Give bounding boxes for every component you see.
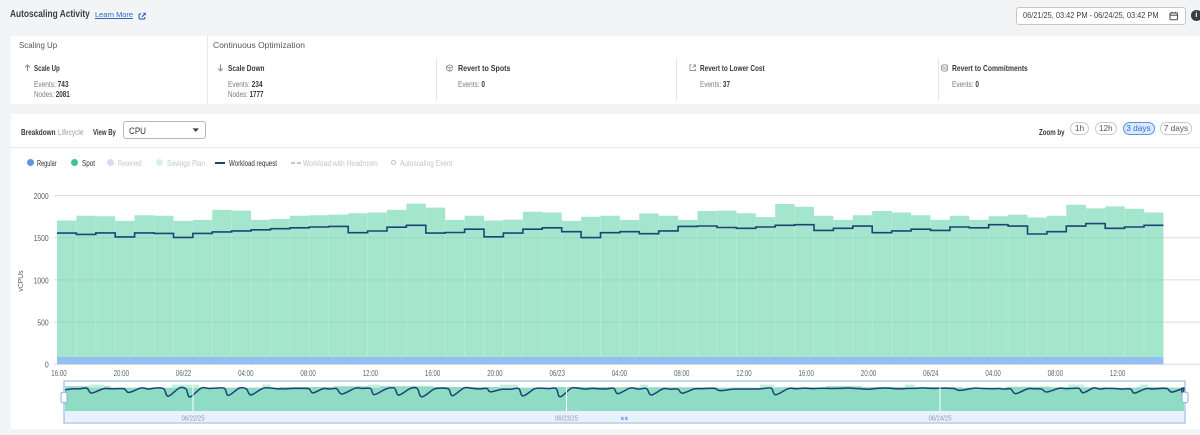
svg-text:1500: 1500	[34, 234, 50, 243]
svg-text:06/23: 06/23	[550, 369, 566, 378]
svg-text:500: 500	[37, 319, 49, 328]
svg-text:12:00: 12:00	[736, 369, 752, 378]
svg-text:08:00: 08:00	[1048, 369, 1064, 378]
svg-text:08:00: 08:00	[300, 369, 316, 378]
svg-text:06/24/25: 06/24/25	[929, 414, 952, 423]
svg-text:06/22/25: 06/22/25	[182, 414, 205, 423]
svg-text:0: 0	[45, 361, 50, 370]
svg-text:20:00: 20:00	[861, 369, 877, 378]
svg-text:16:00: 16:00	[425, 369, 441, 378]
svg-text:04:00: 04:00	[238, 369, 254, 378]
svg-text:12:00: 12:00	[363, 369, 379, 378]
svg-text:06/23/25: 06/23/25	[555, 414, 578, 423]
svg-text:06/24: 06/24	[923, 369, 939, 378]
svg-text:2000: 2000	[34, 192, 50, 201]
svg-text:20:00: 20:00	[487, 369, 503, 378]
svg-text:vCPUs: vCPUs	[16, 270, 25, 291]
svg-text:06/22: 06/22	[176, 369, 191, 378]
svg-text:20:00: 20:00	[114, 369, 130, 378]
svg-text:1000: 1000	[34, 276, 50, 285]
svg-text:12:00: 12:00	[1110, 369, 1126, 378]
svg-text:04:00: 04:00	[985, 369, 1001, 378]
svg-text:08:00: 08:00	[674, 369, 690, 378]
svg-text:16:00: 16:00	[51, 369, 67, 378]
svg-text:04:00: 04:00	[612, 369, 628, 378]
svg-text:16:00: 16:00	[799, 369, 815, 378]
